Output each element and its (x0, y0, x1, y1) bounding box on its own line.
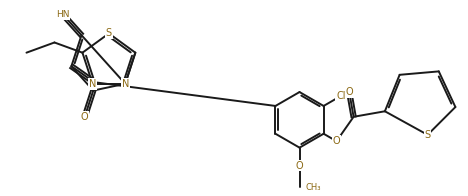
Text: O: O (296, 161, 303, 171)
Text: O: O (345, 87, 353, 97)
Text: Cl: Cl (336, 91, 345, 101)
Text: N: N (89, 79, 96, 89)
Text: O: O (81, 112, 88, 122)
Text: S: S (424, 130, 431, 140)
Text: N: N (122, 79, 129, 89)
Text: HN: HN (56, 10, 70, 19)
Text: CH₃: CH₃ (306, 183, 321, 192)
Text: O: O (333, 136, 340, 146)
Text: N: N (122, 79, 129, 89)
Text: S: S (106, 28, 112, 38)
